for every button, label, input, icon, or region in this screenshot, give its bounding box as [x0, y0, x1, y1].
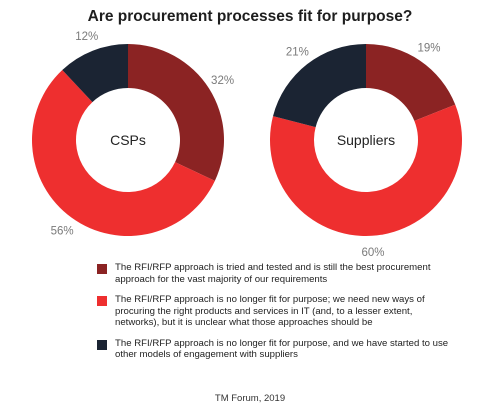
- legend-label: The RFI/RFP approach is no longer fit fo…: [115, 294, 425, 328]
- slice-label: 60%: [362, 247, 385, 259]
- donut-center-label: Suppliers: [337, 132, 395, 148]
- legend-item: The RFI/RFP approach is tried and tested…: [97, 262, 457, 285]
- donut-slice: [62, 44, 128, 103]
- legend: The RFI/RFP approach is tried and tested…: [97, 262, 457, 370]
- slice-label: 19%: [417, 42, 440, 54]
- source-note: TM Forum, 2019: [214, 393, 286, 404]
- legend-item: The RFI/RFP approach is no longer fit fo…: [97, 338, 457, 361]
- slice-label: 56%: [51, 226, 74, 238]
- legend-label: The RFI/RFP approach is no longer fit fo…: [115, 337, 449, 361]
- slice-label: 21%: [286, 47, 309, 59]
- donut-slice: [32, 70, 215, 236]
- donut-slice: [366, 44, 456, 121]
- legend-swatch: [97, 339, 107, 350]
- donut-center-label: CSPs: [110, 132, 146, 148]
- legend-item: The RFI/RFP approach is no longer fit fo…: [97, 294, 457, 329]
- donut-slice: [273, 44, 366, 128]
- legend-label: The RFI/RFP approach is tried and tested…: [115, 262, 431, 285]
- donut-slice: [128, 44, 225, 181]
- slice-label: 12%: [75, 31, 98, 43]
- donut-slice: [270, 104, 462, 236]
- legend-swatch: [97, 264, 107, 274]
- legend-swatch: [97, 296, 107, 306]
- slice-label: 32%: [211, 75, 234, 87]
- chart-title: Are procurement processes fit for purpos…: [87, 8, 413, 25]
